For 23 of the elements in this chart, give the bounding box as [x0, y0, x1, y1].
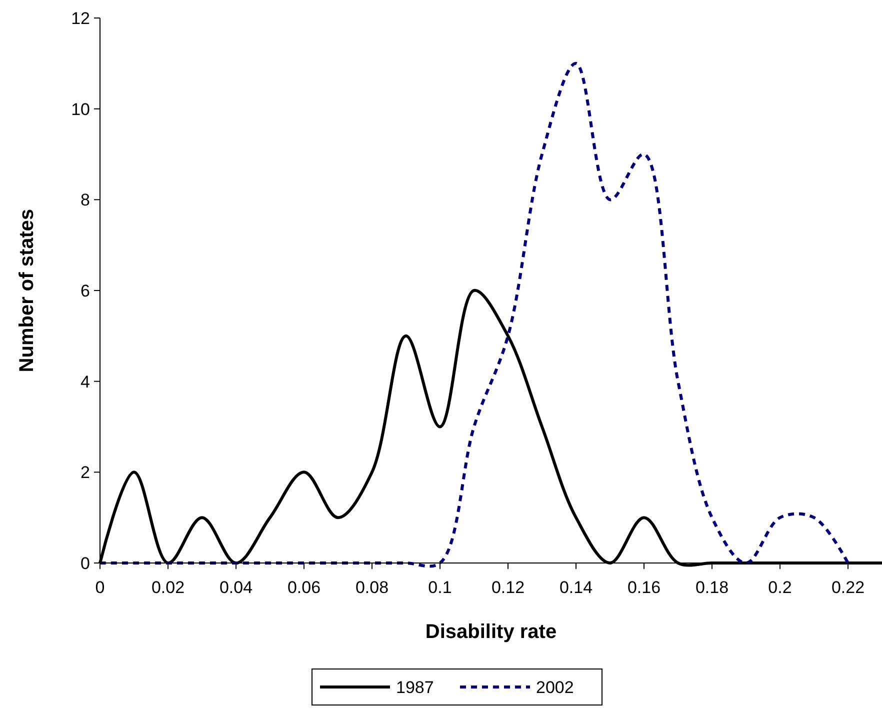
y-axis-title: Number of states: [16, 208, 38, 372]
x-tick-label: 0.02: [151, 578, 185, 597]
x-tick-label: 0: [95, 578, 105, 597]
x-tick-label: 0.14: [559, 578, 593, 597]
x-tick-label: 0.2: [768, 578, 792, 597]
y-tick-label: 2: [80, 463, 90, 482]
x-tick-label: 0.1: [428, 578, 452, 597]
y-tick-label: 10: [71, 100, 90, 119]
y-tick-label: 0: [80, 554, 90, 573]
x-tick-label: 0.12: [491, 578, 525, 597]
x-axis-title: Disability rate: [425, 621, 557, 643]
x-tick-label: 0.06: [287, 578, 321, 597]
x-tick-label: 0.18: [695, 578, 729, 597]
legend-label: 1987: [396, 678, 434, 697]
y-tick-label: 12: [71, 8, 90, 28]
y-tick-label: 8: [80, 190, 90, 210]
x-tick-label: 0.08: [355, 578, 389, 597]
legend-label: 2002: [536, 678, 574, 697]
y-tick-label: 6: [80, 281, 90, 300]
y-tick-label: 4: [80, 372, 90, 392]
x-tick-label: 0.16: [627, 578, 661, 597]
x-tick-label: 0.22: [831, 578, 865, 597]
x-tick-label: 0.04: [219, 578, 253, 597]
